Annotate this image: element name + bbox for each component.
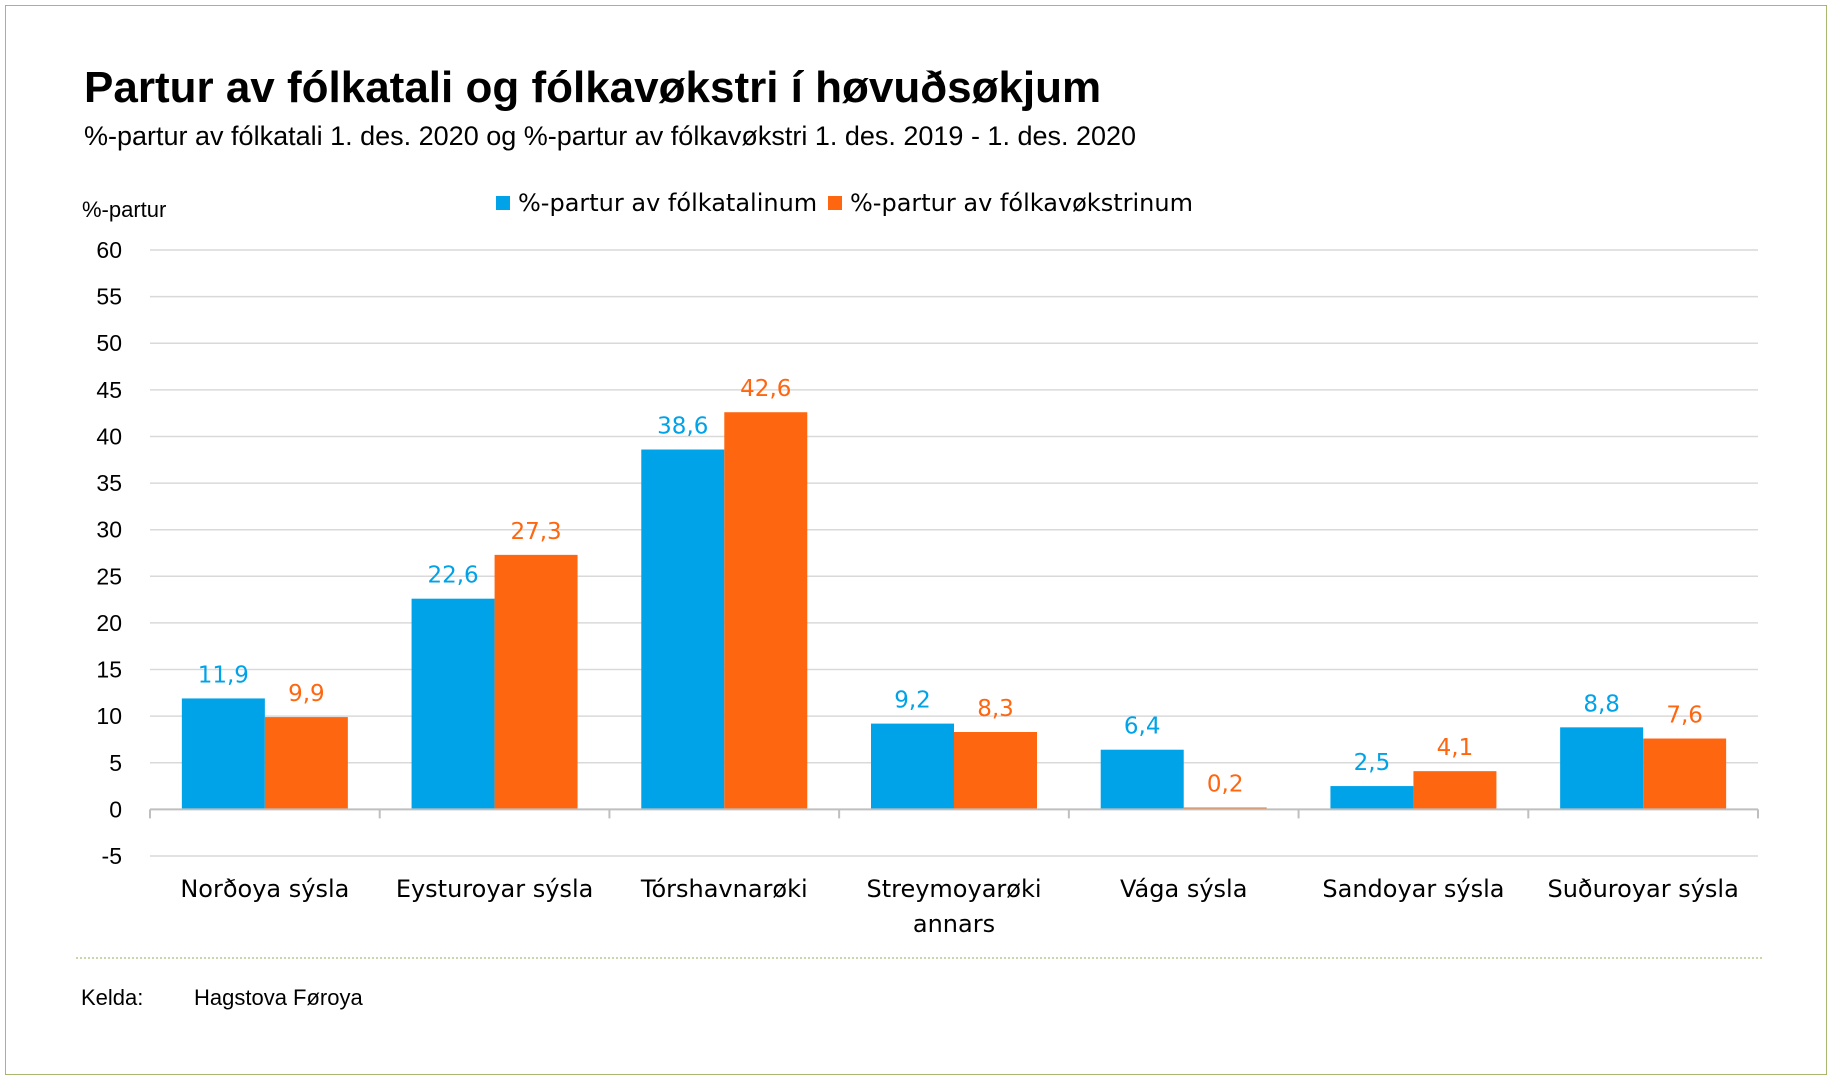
category-label: Eysturoyar sýsla	[396, 875, 594, 903]
bar	[264, 717, 348, 810]
category-label: Vága sýsla	[1120, 875, 1247, 903]
data-label: 4,1	[1437, 735, 1474, 761]
bar	[641, 449, 725, 810]
bar	[1100, 749, 1184, 810]
legend-label: %-partur av fólkavøkstrinum	[850, 189, 1193, 217]
source-value: Hagstova Føroya	[194, 985, 363, 1010]
y-axis-title: %-partur	[82, 197, 166, 222]
data-label: 42,6	[740, 376, 791, 402]
bar	[1413, 771, 1497, 810]
data-label: 8,8	[1583, 691, 1620, 717]
y-tick-label: 60	[96, 237, 122, 263]
y-tick-label: 5	[109, 750, 122, 776]
legend-label: %-partur av fólkatalinum	[518, 189, 817, 217]
data-label: 6,4	[1124, 714, 1161, 740]
y-tick-label: 45	[96, 377, 122, 403]
chart-subtitle: %-partur av fólkatali 1. des. 2020 og %-…	[84, 121, 1137, 151]
category-label-line: Vága sýsla	[1120, 875, 1247, 903]
bar	[1643, 738, 1727, 810]
legend-swatch	[828, 196, 842, 210]
bar	[411, 598, 495, 810]
y-tick-label: 15	[96, 657, 122, 683]
category-label-line: Suðuroyar sýsla	[1547, 875, 1738, 903]
source-label: Kelda:	[81, 985, 144, 1010]
category-label-line: Streymoyarøki	[866, 875, 1041, 903]
chart-frame	[5, 5, 1827, 1075]
data-label: 11,9	[198, 662, 249, 688]
data-labels: 11,9 9,9 22,6 27,3 38,6 42,6 9,2 8,3 6,4 0,2 2,5 4,…	[198, 376, 1703, 797]
data-label: 9,2	[894, 688, 931, 714]
x-axis: %-partur -5 0 5 10 15 20 25 30 35 40 45 50 55 60 Norðoy…	[76, 197, 1762, 959]
data-label: 9,9	[288, 681, 325, 707]
y-tick-label: 10	[96, 703, 122, 729]
category-label-line: annars	[913, 910, 995, 938]
category-label-line: Norðoya sýsla	[180, 875, 349, 903]
bar	[954, 732, 1037, 810]
data-label: 8,3	[977, 696, 1014, 722]
data-label: 27,3	[510, 519, 561, 545]
chart-title: Partur av fólkatali og fólkavøkstri í hø…	[84, 63, 1102, 112]
y-tick-label: 55	[96, 284, 122, 310]
category-label-line: Sandoyar sýsla	[1322, 875, 1504, 903]
bar	[181, 698, 265, 810]
bar	[1560, 727, 1644, 810]
bar	[724, 412, 808, 810]
data-label: 38,6	[657, 414, 708, 440]
y-tick-label: 20	[96, 610, 122, 636]
data-label: 7,6	[1666, 703, 1703, 729]
data-label: 2,5	[1354, 750, 1391, 776]
category-label-line: Tórshavnarøki	[640, 875, 808, 903]
y-tick-label: 0	[109, 796, 122, 822]
y-tick-label: 25	[96, 563, 122, 589]
category-label: Norðoya sýsla	[180, 875, 349, 903]
category-label: Tórshavnarøki	[640, 875, 808, 903]
category-label-line: Eysturoyar sýsla	[396, 875, 594, 903]
legend: %-partur av fólkatalinum %-partur av fólk…	[496, 189, 1193, 217]
category-label: Suðuroyar sýsla	[1547, 875, 1738, 903]
y-tick-label: -5	[102, 843, 122, 869]
legend-swatch	[496, 196, 510, 210]
y-tick-label: 30	[96, 517, 122, 543]
category-label: Streymoyarøki annars	[866, 875, 1041, 938]
bar	[494, 554, 578, 810]
y-tick-label: 40	[96, 423, 122, 449]
bars	[181, 412, 1727, 810]
y-tick-label: 35	[96, 470, 122, 496]
data-label: 22,6	[427, 563, 478, 589]
bar	[871, 723, 954, 810]
bar	[1330, 786, 1414, 810]
category-label: Sandoyar sýsla	[1322, 875, 1504, 903]
y-tick-label: 50	[96, 330, 122, 356]
data-label: 0,2	[1207, 772, 1244, 798]
